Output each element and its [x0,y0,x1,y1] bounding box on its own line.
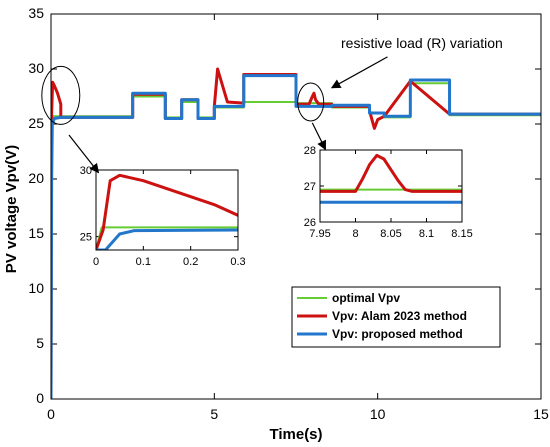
inset1-x-tick-label: 0.1 [136,256,151,268]
main-x-tick-label: 10 [370,406,386,422]
inset2-y-tick-label: 26 [304,217,316,229]
inset1-x-tick-label: 0.2 [183,256,198,268]
main-series-line-3 [51,74,541,399]
legend-label-1: optimal Vpv [332,291,400,305]
inset2-x-tick-label: 8.05 [380,228,401,240]
legend-label-3: Vpv: proposed method [332,327,463,341]
inset2-y-tick-label: 28 [304,145,316,157]
inset1-frame [95,169,239,251]
main-y-tick-label: 10 [28,280,44,296]
main-y-tick-label: 25 [28,115,44,131]
main-x-tick-label: 5 [210,406,218,422]
main-frame [50,13,542,400]
inset1-y-tick-label: 30 [80,165,92,177]
annotations: resistive load (R) variation [41,35,503,174]
arrow-to-inset-load [311,122,326,151]
ellipse-load-variation [297,82,325,122]
main-y-tick-label: 0 [36,390,44,406]
inset1-x-tick-label: 0.3 [230,256,245,268]
main-x-tick-label: 15 [533,406,549,422]
legend-label-2: Vpv: Alam 2023 method [332,309,467,323]
annotation-text: resistive load (R) variation [341,35,503,51]
y-axis-label: PV voltage Vpv(V) [3,145,20,273]
inset2-x-tick-label: 7.95 [309,228,330,240]
inset2-background [320,150,462,222]
inset2-y-tick-label: 27 [304,181,316,193]
inset-plot-load-variation: 7.95 8 8.05 8.1 8.15 26 27 28 [304,145,473,240]
inset2-x-tick-label: 8.15 [451,228,472,240]
inset2-x-tick-label: 8 [352,228,358,240]
inset2-frame [319,149,463,223]
main-y-tick-label: 5 [36,335,44,351]
inset-plot-start: 0 0.1 0.2 0.3 25 30 [80,165,246,268]
legend: optimal Vpv Vpv: Alam 2023 method Vpv: pro… [291,286,501,348]
x-axis-label: Time(s) [269,426,322,443]
arrow-annotation [330,56,388,89]
inset1-y-tick-label: 25 [80,232,92,244]
main-y-tick-label: 20 [28,170,44,186]
inset1-x-tick-label: 0 [93,256,99,268]
arrow-to-inset-start [68,134,100,174]
inset2-series-line-2 [320,153,462,193]
inset1-series-line-2 [96,173,238,250]
main-y-tick-label: 30 [28,60,44,76]
inset1-series-line-3 [96,228,238,250]
ellipse-start-transient [41,65,81,125]
main-y-tick-label: 15 [28,225,44,241]
main-y-tick-label: 35 [28,5,44,21]
main-x-tick-label: 0 [47,406,55,422]
inset1-background [96,170,238,250]
inset2-x-tick-label: 8.1 [419,228,434,240]
